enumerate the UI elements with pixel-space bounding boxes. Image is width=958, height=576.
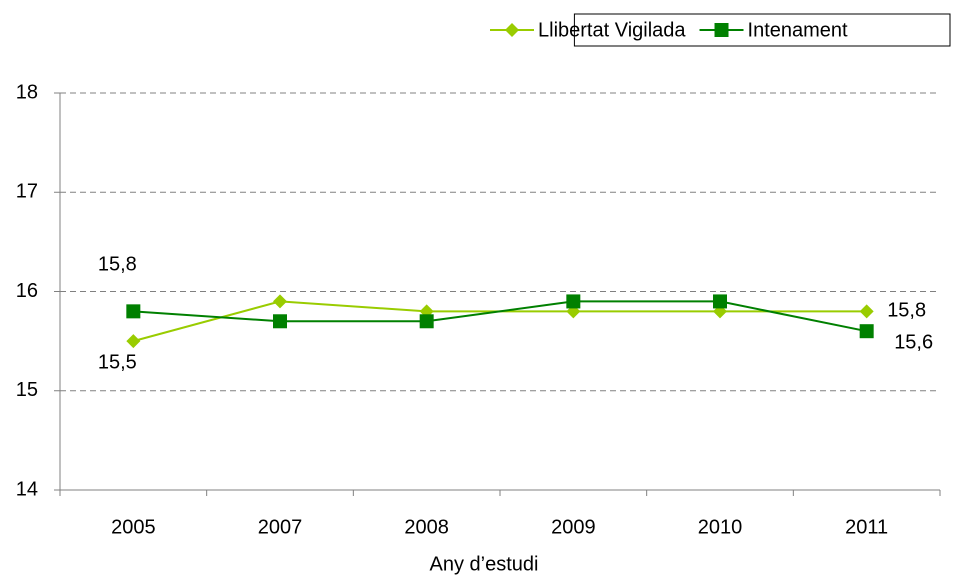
point — [713, 294, 727, 309]
x-tick-label: 2005 — [111, 516, 156, 538]
data-label: 15,6 — [894, 331, 933, 353]
x-tick-label: 2010 — [698, 516, 743, 538]
legend-label: Llibertat Vigilada — [538, 19, 686, 41]
y-tick-label: 17 — [16, 181, 38, 203]
point — [126, 334, 141, 349]
x-tick-label: 2009 — [551, 516, 596, 538]
data-label: 15,8 — [887, 300, 926, 322]
point — [859, 304, 874, 319]
data-label: 15,5 — [98, 351, 137, 373]
point — [273, 294, 287, 309]
x-tick-label: 2008 — [404, 516, 449, 538]
point — [419, 314, 434, 329]
x-tick-label: 2011 — [845, 516, 888, 538]
data-label: 15,8 — [98, 254, 137, 276]
legend-marker — [505, 23, 519, 37]
y-tick-label: 14 — [16, 478, 38, 500]
y-tick-label: 15 — [16, 379, 38, 401]
legend-marker — [714, 23, 729, 37]
legend-box — [573, 13, 951, 47]
series-line — [133, 300, 867, 343]
series-line — [133, 300, 867, 333]
x-axis-title: Any d’estudi — [430, 553, 539, 575]
x-tick-label: 2007 — [258, 516, 303, 538]
legend-label: Intenament — [748, 19, 849, 41]
point — [859, 324, 874, 339]
y-tick-label: 18 — [16, 81, 38, 103]
y-tick-label: 16 — [16, 280, 38, 302]
point — [126, 304, 141, 319]
point — [273, 314, 287, 329]
point — [566, 294, 581, 309]
